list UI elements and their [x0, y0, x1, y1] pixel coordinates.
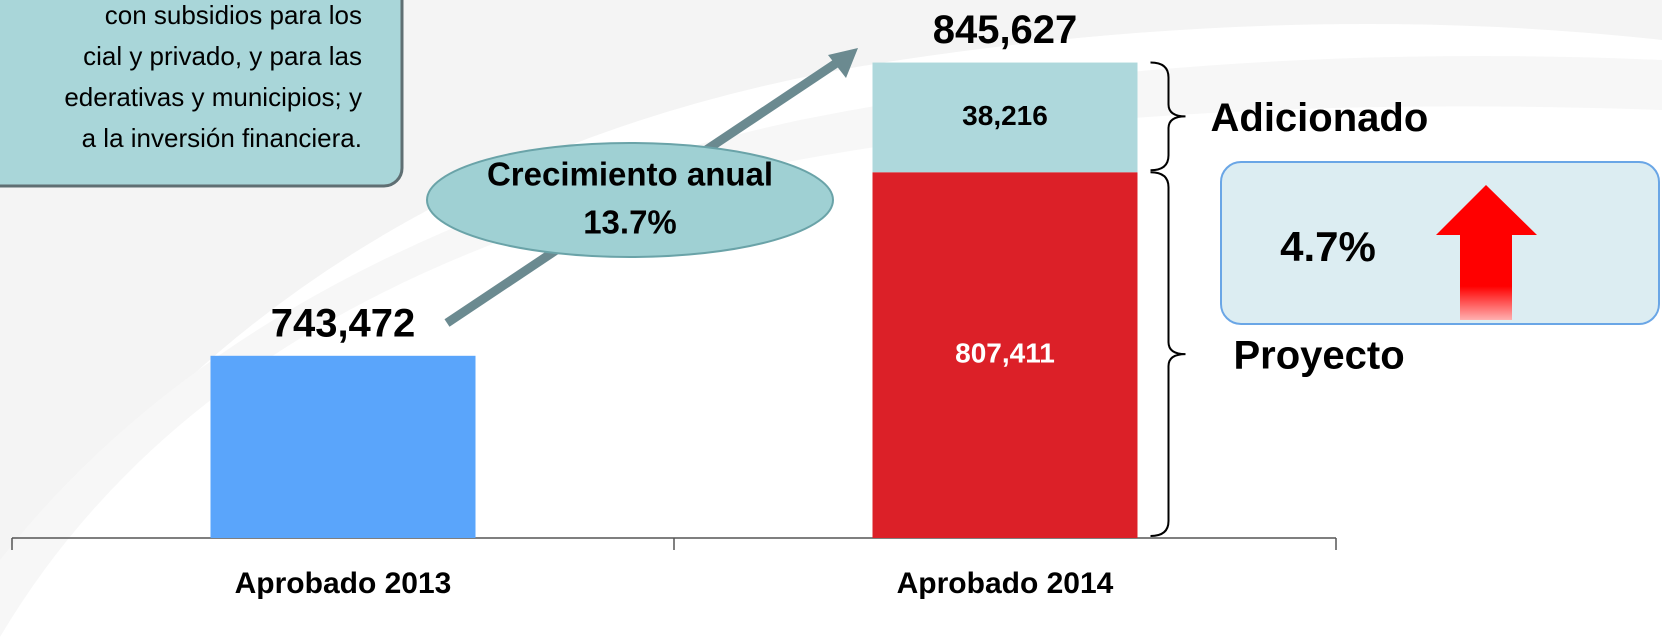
increase-arrow: [1436, 185, 1537, 320]
note-box: con subsidios para los cial y privado, y…: [0, 0, 404, 188]
growth-arrow-head: [828, 48, 858, 78]
segment-label: 807,411: [955, 338, 1055, 369]
note-line: a la inversión financiera.: [82, 123, 362, 153]
brace: [1150, 61, 1186, 172]
bar-segment: [872, 172, 1138, 538]
x-tick-label: Aprobado 2014: [897, 567, 1114, 600]
bar-segment: [872, 62, 1138, 173]
x-tick-label: Aprobado 2013: [235, 567, 452, 600]
increase-box: [1220, 161, 1660, 325]
increase-value: 4.7%: [1280, 223, 1376, 270]
brace: [1150, 171, 1186, 537]
growth-ellipse: [426, 142, 834, 258]
total-label: 743,472: [271, 301, 416, 345]
segment-label: 38,216: [962, 100, 1048, 131]
growth-label: Crecimiento anual: [487, 156, 773, 193]
note-line: cial y privado, y para las: [83, 41, 362, 71]
series-label: Adicionado: [1211, 96, 1429, 140]
note-line: con subsidios para los: [105, 0, 362, 30]
growth-value: 13.7%: [583, 204, 677, 241]
series-label: Proyecto: [1234, 334, 1405, 378]
note-box-bg: [0, 0, 404, 188]
total-label: 845,627: [933, 8, 1078, 52]
background-swirl: [0, 0, 1662, 600]
note-line: ederativas y municipios; y: [64, 82, 362, 112]
bar-segment: [210, 355, 476, 538]
